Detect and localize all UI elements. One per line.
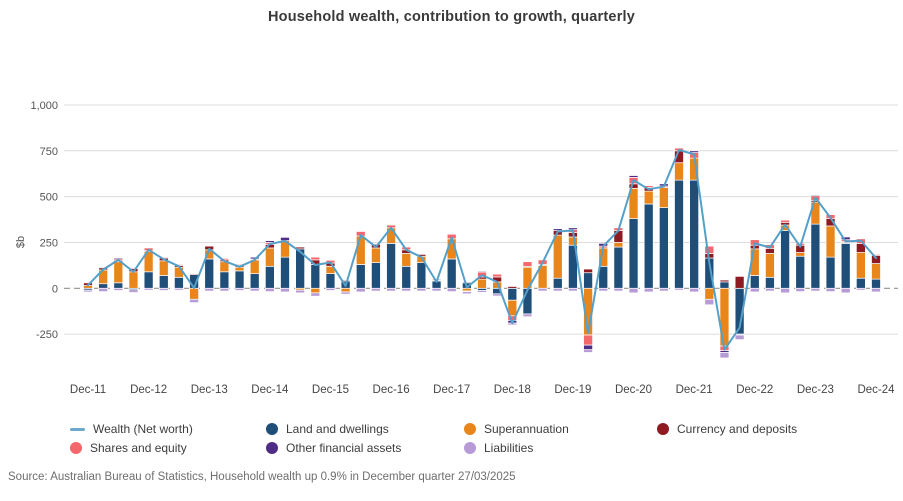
svg-text:Dec-24: Dec-24 [857,384,895,396]
svg-text:Dec-14: Dec-14 [251,384,289,396]
legend-item-land-and-dwellings: Land and dwellings [266,421,389,437]
wealth-contribution-chart: 1,000 750 500 250 0 -250 $b Dec-11 Dec-12 Dec-13 D… [15,100,898,396]
svg-text:750: 750 [40,146,58,158]
legend-label: Superannuation [484,422,569,436]
chart-title: Household wealth, contribution to growth… [267,9,636,25]
legend-label: Currency and deposits [677,422,798,436]
svg-text:250: 250 [40,237,58,249]
shares-dot-icon [70,442,82,454]
land-dot-icon [266,423,278,435]
wealth-line-marker-icon [70,427,85,431]
other-financial-dot-icon [266,442,278,454]
svg-text:Dec-19: Dec-19 [554,384,591,396]
svg-text:Dec-17: Dec-17 [433,384,470,396]
liabilities-dot-icon [464,442,476,454]
svg-text:Dec-16: Dec-16 [373,384,410,396]
svg-text:Dec-12: Dec-12 [130,384,167,396]
legend-label: Land and dwellings [286,422,389,436]
legend-label: Wealth (Net worth) [93,422,193,436]
svg-text:Dec-18: Dec-18 [494,384,531,396]
currency-dot-icon [657,423,669,435]
svg-text:Dec-21: Dec-21 [676,384,713,396]
legend-item-other-financial-assets: Other financial assets [266,440,401,456]
svg-text:Dec-20: Dec-20 [615,384,652,396]
svg-text:0: 0 [52,283,58,295]
svg-text:$b: $b [15,236,27,248]
svg-text:500: 500 [40,192,58,204]
svg-text:Dec-13: Dec-13 [191,384,228,396]
svg-text:Dec-23: Dec-23 [797,384,834,396]
legend-label: Other financial assets [286,441,402,455]
legend-item-liabilities: Liabilities [464,440,533,456]
legend-label: Liabilities [484,441,534,455]
legend-label: Shares and equity [90,441,187,455]
legend-item-wealth-net-worth: Wealth (Net worth) [70,421,193,437]
legend-item-superannuation: Superannuation [464,421,569,437]
svg-text:Dec-11: Dec-11 [70,384,106,396]
legend-item-shares-and-equity: Shares and equity [70,440,187,456]
superannuation-dot-icon [464,423,476,435]
legend-item-currency-and-deposits: Currency and deposits [657,421,797,437]
source-note: Source: Australian Bureau of Statistics,… [8,471,516,483]
svg-text:Dec-15: Dec-15 [312,384,349,396]
svg-text:-250: -250 [36,329,58,341]
svg-text:Dec-22: Dec-22 [736,384,773,396]
svg-text:1,000: 1,000 [30,100,58,112]
